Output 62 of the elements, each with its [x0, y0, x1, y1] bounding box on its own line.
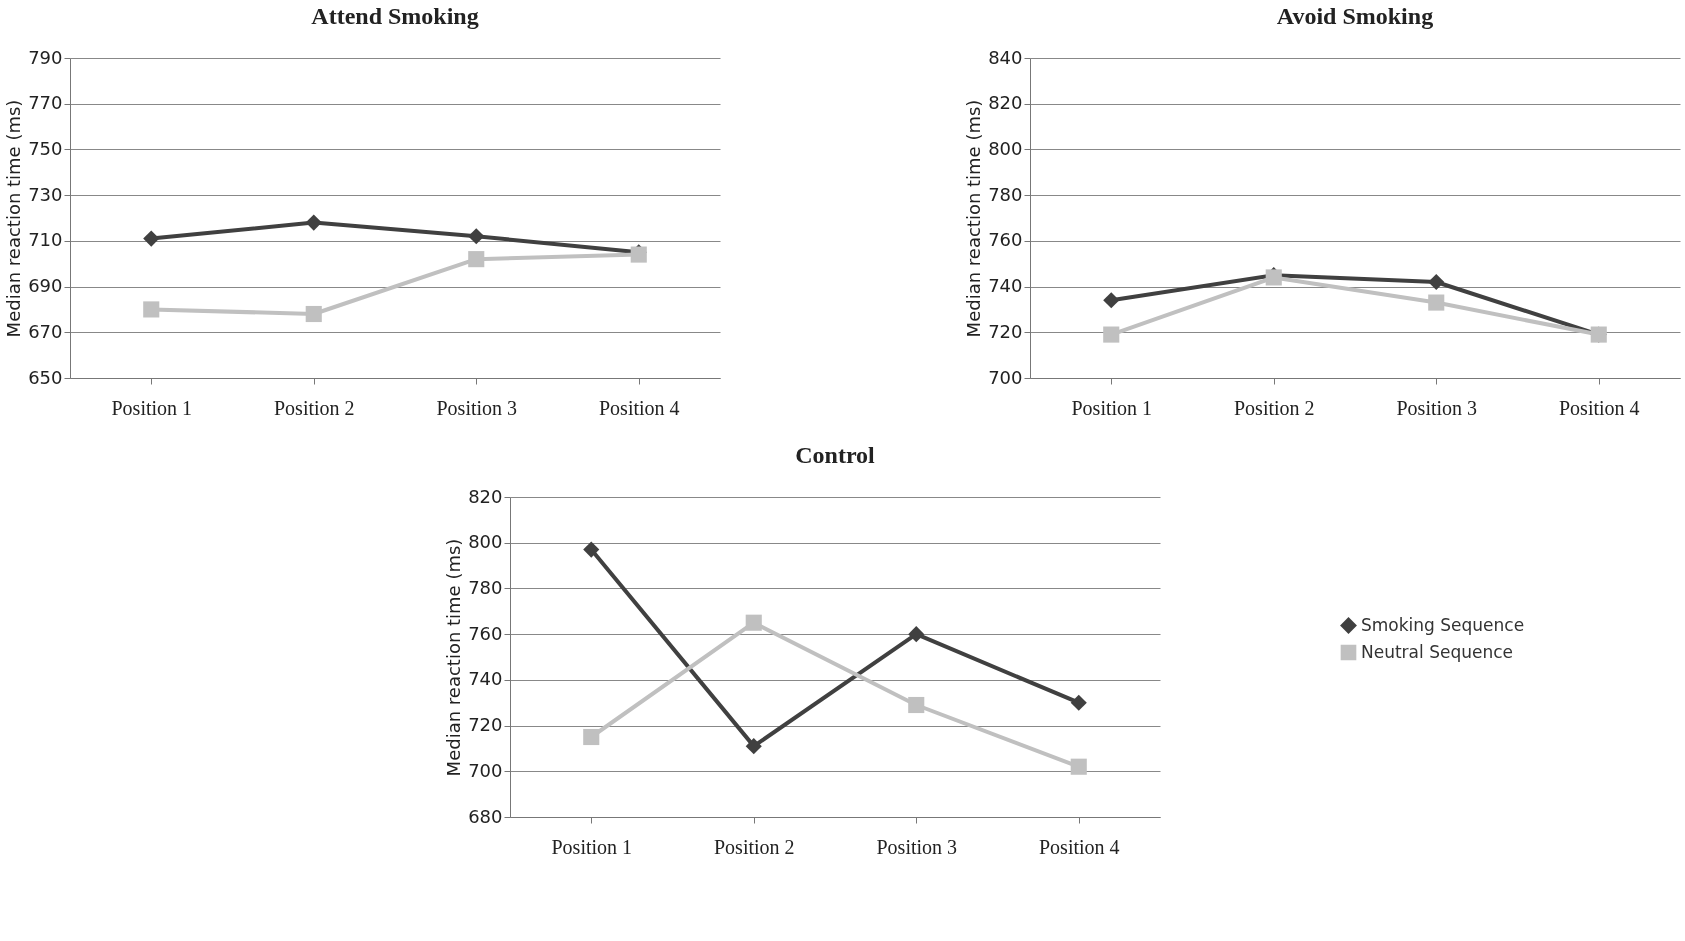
y-tick-label: 790 [28, 46, 63, 68]
y-tick-label: 780 [468, 576, 503, 598]
x-tick-label: Position 4 [1558, 396, 1640, 419]
x-tick-label: Position 3 [876, 835, 958, 858]
point [468, 251, 485, 268]
point [143, 230, 160, 247]
x-tick-label: Position 4 [598, 396, 680, 419]
y-tick-label: 720 [988, 320, 1023, 342]
point [583, 728, 600, 746]
point [1070, 758, 1087, 775]
point [1103, 326, 1120, 343]
y-tick-label: 760 [468, 622, 503, 644]
y-tick-label: 820 [988, 92, 1023, 114]
chart-title: Control [795, 442, 876, 468]
y-axis-title: Median reaction time (ms) [443, 538, 465, 777]
chart-title: Avoid Smoking [1276, 3, 1434, 29]
x-tick-label: Position 1 [111, 396, 193, 419]
y-tick-label: 820 [468, 485, 503, 507]
legend-label: Smoking Sequence [1361, 614, 1525, 635]
point [745, 614, 762, 631]
y-tick-label: 730 [28, 183, 63, 205]
point [908, 696, 925, 714]
point [1070, 694, 1087, 711]
point [468, 228, 485, 245]
point [305, 214, 322, 231]
y-tick-label: 700 [988, 366, 1023, 388]
y-tick-label: 700 [468, 759, 503, 781]
x-tick-label: Position 2 [713, 835, 795, 858]
y-tick-label: 840 [988, 46, 1023, 68]
y-tick-label: 740 [468, 668, 503, 690]
point [583, 541, 600, 558]
point [143, 301, 160, 318]
x-tick-label: Position 1 [1071, 396, 1153, 419]
x-tick-label: Position 3 [436, 396, 518, 419]
point [908, 626, 925, 643]
y-tick-label: 760 [988, 229, 1023, 251]
y-tick-label: 680 [468, 805, 503, 827]
y-tick-label: 670 [28, 320, 63, 342]
legend-label: Neutral Sequence [1361, 641, 1514, 662]
x-tick-label: Position 1 [551, 835, 633, 858]
x-tick-label: Position 2 [273, 396, 355, 419]
y-tick-label: 650 [28, 366, 63, 388]
x-tick-label: Position 2 [1233, 396, 1315, 419]
y-tick-label: 710 [28, 229, 63, 251]
y-tick-label: 720 [468, 714, 503, 736]
x-tick-label: Position 3 [1396, 396, 1478, 419]
point [1428, 294, 1445, 311]
y-tick-label: 750 [28, 137, 63, 159]
point [1428, 273, 1445, 291]
y-tick-label: 690 [28, 275, 63, 297]
y-tick-label: 780 [988, 183, 1023, 205]
x-tick-label: Position 4 [1038, 835, 1120, 858]
y-tick-label: 740 [988, 275, 1023, 297]
y-tick-label: 770 [28, 92, 63, 114]
y-tick-label: 800 [468, 531, 503, 553]
point [305, 305, 322, 323]
point [745, 738, 762, 755]
y-tick-label: 800 [988, 137, 1023, 159]
point [1103, 292, 1120, 309]
y-axis-title: Median reaction time (ms) [3, 99, 25, 338]
chart-title: Attend Smoking [311, 3, 479, 29]
y-axis-title: Median reaction time (ms) [963, 99, 985, 338]
